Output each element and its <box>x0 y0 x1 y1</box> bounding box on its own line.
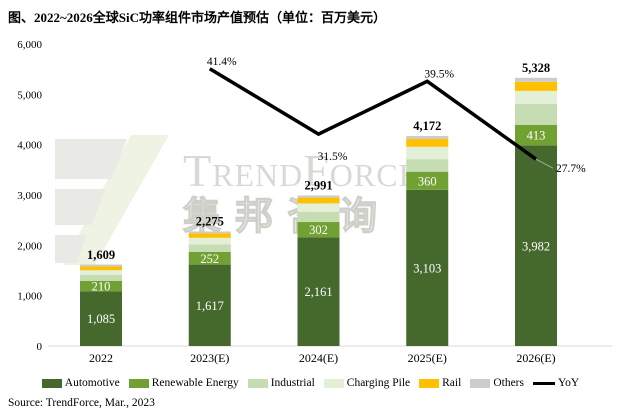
legend-label: YoY <box>557 377 580 389</box>
legend-label: Industrial <box>270 377 315 389</box>
legend-label: Charging Pile <box>346 377 411 389</box>
chart-legend: Automotive Renewable Energy Industrial Char… <box>0 377 621 389</box>
legend-line-swatch <box>532 381 555 385</box>
legend-item-rail: Rail <box>419 377 461 389</box>
x-axis-category-label: 2022 <box>89 351 113 365</box>
bar-segment-rail <box>406 138 449 147</box>
bar-segment-others <box>515 77 557 82</box>
x-axis-category-label: 2026(E) <box>516 351 555 365</box>
segment-value-label: 210 <box>92 280 111 294</box>
y-axis-tick-label: 4,000 <box>17 140 42 152</box>
bar-segment-charging-pile <box>188 237 231 245</box>
y-axis-tick-label: 1,000 <box>17 291 42 303</box>
segment-value-label: 1,085 <box>87 312 115 326</box>
bar-segment-renewable-energy <box>188 251 231 265</box>
legend-swatch <box>323 378 344 388</box>
segment-value-label: 252 <box>200 252 219 266</box>
y-axis-tick-label: 6,000 <box>17 39 42 51</box>
legend-label: Others <box>493 377 524 389</box>
bar-segment-others <box>188 231 231 234</box>
segment-value-label: 360 <box>418 174 437 188</box>
y-axis-tick-label: 0 <box>37 341 43 353</box>
legend-item-renewable-energy: Renewable Energy <box>128 377 239 389</box>
legend-label: Automotive <box>64 377 120 389</box>
bar-total-label: 5,328 <box>522 61 550 75</box>
bar-segment-rail <box>188 233 231 238</box>
segment-value-label: 2,161 <box>304 285 332 299</box>
bar-segment-industrial <box>297 211 340 223</box>
x-axis-category-label: 2025(E) <box>408 351 447 365</box>
bar-segment-renewable-energy <box>297 222 340 238</box>
legend-swatch <box>419 378 440 388</box>
legend-item-others: Others <box>470 377 524 389</box>
legend-swatch <box>128 378 149 388</box>
legend-item-industrial: Industrial <box>247 377 315 389</box>
bar-segment-others <box>80 264 122 267</box>
y-axis-tick-label: 5,000 <box>17 89 42 101</box>
bar-segment-automotive <box>188 264 231 346</box>
bar-segment-charging-pile <box>297 203 340 212</box>
bar-segment-automotive <box>406 189 449 346</box>
chart-title: 图、2022~2026全球SiC功率组件市场产值预估（单位：百万美元） <box>8 10 386 25</box>
y-axis-tick-label: 2,000 <box>17 240 42 252</box>
bar-segment-renewable-energy <box>406 171 449 190</box>
bar-segment-industrial <box>406 159 449 172</box>
bar-total-label: 4,172 <box>413 119 441 133</box>
bar-segment-automotive <box>297 237 340 346</box>
y-axis-tick-label: 3,000 <box>17 190 42 202</box>
bar-segment-industrial <box>80 274 122 281</box>
bar-segment-rail <box>80 266 122 271</box>
bar-segment-charging-pile <box>515 90 557 104</box>
segment-value-label: 413 <box>527 129 546 143</box>
bar-total-label: 2,275 <box>196 214 224 228</box>
yoy-label: 27.7% <box>556 163 586 175</box>
bar-segment-charging-pile <box>406 146 449 160</box>
bar-total-label: 2,991 <box>304 178 332 192</box>
legend-swatch <box>247 378 268 388</box>
segment-value-label: 3,982 <box>522 239 550 253</box>
yoy-label: 31.5% <box>318 151 348 163</box>
yoy-leader-line <box>535 158 554 169</box>
legend-swatch <box>470 378 491 388</box>
bar-segment-renewable-energy <box>80 280 122 292</box>
legend-swatch <box>41 378 62 388</box>
legend-label: Renewable Energy <box>151 377 239 389</box>
yoy-label: 41.4% <box>207 56 237 68</box>
bar-segment-others <box>297 195 340 198</box>
bar-segment-charging-pile <box>80 270 122 275</box>
legend-item-yoy: YoY <box>532 377 580 389</box>
yoy-label: 39.5% <box>424 68 454 80</box>
legend-label: Rail <box>442 377 462 389</box>
bar-segment-rail <box>515 81 557 91</box>
bar-segment-renewable-energy <box>515 124 557 146</box>
x-axis-category-label: 2023(E) <box>190 351 229 365</box>
x-axis-category-label: 2024(E) <box>299 351 338 365</box>
segment-value-label: 302 <box>309 223 328 237</box>
legend-item-charging-pile: Charging Pile <box>323 377 411 389</box>
bar-segment-automotive <box>80 291 122 346</box>
segment-value-label: 1,617 <box>196 299 224 313</box>
legend-item-automotive: Automotive <box>41 377 120 389</box>
yoy-line <box>208 67 538 161</box>
segment-value-label: 3,103 <box>413 261 441 275</box>
bar-segment-others <box>406 136 449 139</box>
bar-total-label: 1,609 <box>87 248 115 262</box>
bar-segment-rail <box>297 197 340 204</box>
bar-segment-industrial <box>515 103 557 125</box>
stacked-bar-chart: 0 1,000 2,000 3,000 4,000 5,000 6,000 1,085 210 1… <box>17 39 612 365</box>
source-note: Source: TrendForce, Mar., 2023 <box>8 397 155 409</box>
bar-segment-automotive <box>515 145 557 346</box>
bar-segment-industrial <box>188 244 231 252</box>
